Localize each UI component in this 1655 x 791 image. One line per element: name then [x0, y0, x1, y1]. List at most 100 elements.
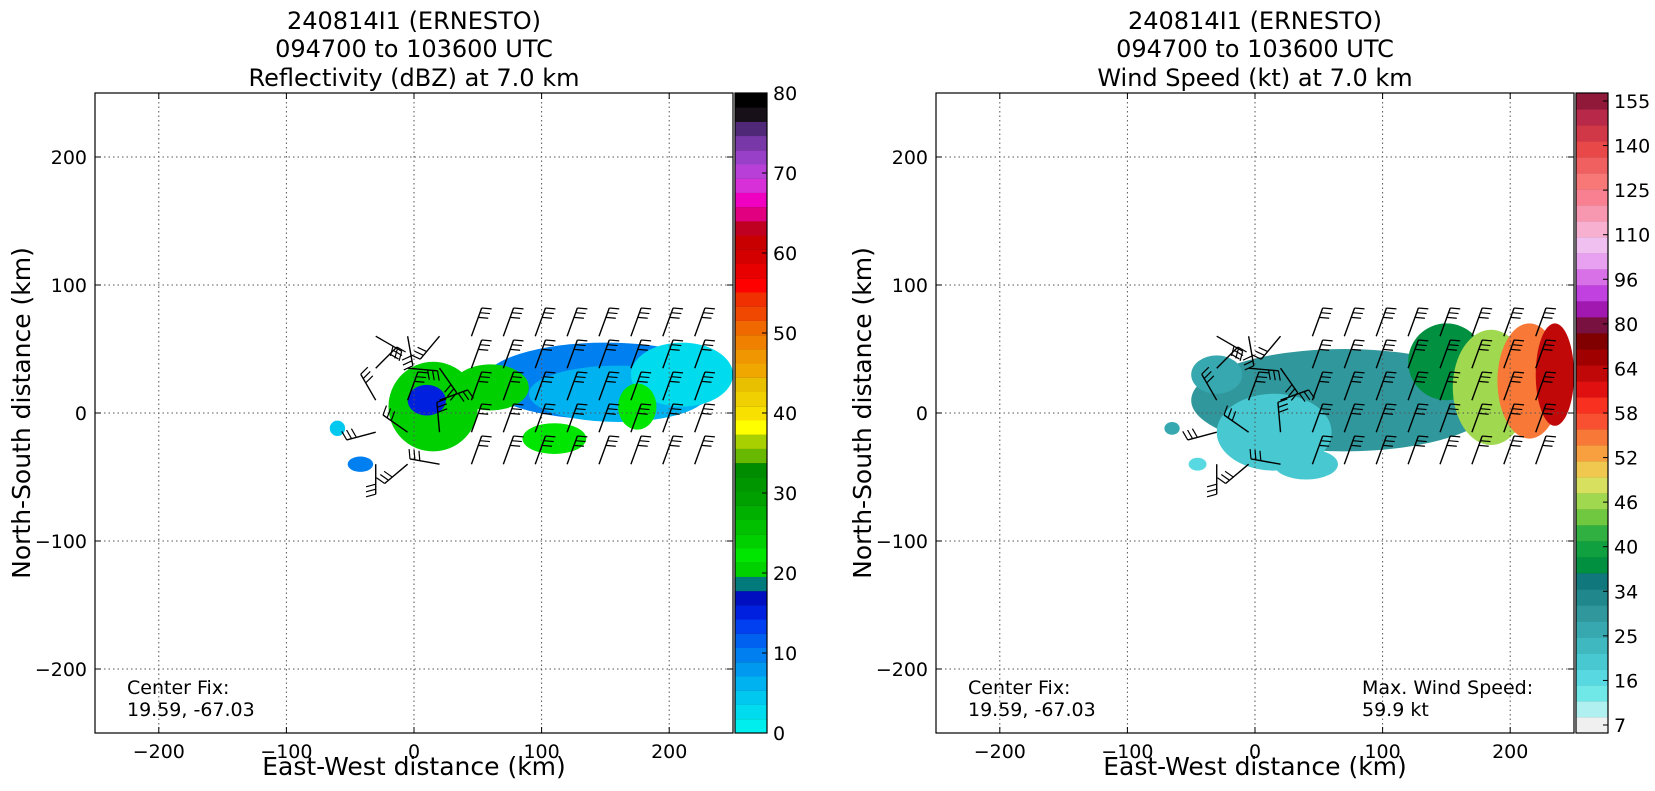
right-colorbar-segment — [1576, 253, 1608, 270]
left-wind-barb-flag — [577, 371, 588, 374]
right-wind-barb-flag — [1384, 312, 1395, 315]
right-wind-barb-flag — [1354, 371, 1365, 374]
right-wind-barb-flag — [1450, 307, 1461, 310]
left-colorbar-segment — [735, 235, 767, 250]
right-wind-barb-flag — [1319, 380, 1330, 383]
right-wind-barb-flag — [1414, 444, 1425, 447]
right-wind-barb-flag — [1480, 376, 1491, 379]
right-title: 240814I1 (ERNESTO) 094700 to 103600 UTC … — [1097, 7, 1412, 92]
left-field-patch — [522, 423, 587, 454]
right-wind-barb-flag — [1319, 412, 1330, 415]
right-wind-barb-flag — [1285, 384, 1293, 393]
left-wind-barb-flag — [390, 411, 396, 421]
right-colorbar-segment — [1576, 573, 1608, 590]
right-wind-barb-flag — [1320, 312, 1331, 315]
left-wind-barb-flag — [573, 380, 584, 383]
left-colorbar-label: 30 — [773, 483, 797, 505]
left-wind-barb-flag — [605, 348, 616, 351]
left-wind-barb-flag — [609, 371, 620, 374]
right-colorbar-segment — [1576, 237, 1608, 254]
left-colorbar-segment — [735, 718, 767, 734]
right-wind-barb-flag — [1351, 444, 1362, 447]
right-wind-barb-flag — [1384, 344, 1395, 347]
right-wind-barb-flag — [1203, 371, 1212, 379]
right-colorbar-segment — [1576, 269, 1608, 286]
right-max-wind-value: 59.9 kt — [1362, 699, 1429, 721]
right-wind-barb-flag — [1298, 393, 1306, 402]
right-wind-barb-flag — [1352, 376, 1363, 379]
left-wind-barb-flag — [637, 380, 648, 383]
right-wind-barb-flag — [1351, 348, 1362, 351]
left-wind-barb-flag — [449, 392, 458, 401]
left-colorbar-segment — [735, 676, 767, 691]
right-wind-barb-flag — [1244, 365, 1255, 371]
right-wind-barb-flag — [1352, 440, 1363, 443]
right-wind-barb-flag — [1418, 403, 1429, 406]
right-wind-barb-flag — [1446, 316, 1457, 319]
left-wind-barb-flag — [573, 412, 584, 415]
left-wind-barb-flag — [637, 412, 648, 415]
left-wind-barb-flag — [639, 408, 650, 411]
left-wind-barb-flag — [542, 316, 553, 319]
right-wind-barb — [1223, 414, 1250, 433]
left-colorbar-segment — [735, 633, 767, 649]
left-colorbar-segment — [735, 320, 767, 336]
left-wind-barb-flag — [511, 344, 522, 347]
right-wind-barb-flag — [1544, 344, 1555, 347]
right-colorbar-segment — [1576, 317, 1608, 334]
left-wind-barb-flag — [511, 440, 522, 443]
right-colorbar-segment — [1576, 541, 1608, 558]
left-wind-barb-flag — [413, 449, 416, 460]
right-colorbar-segment — [1576, 525, 1608, 542]
left-wind-barb-flag — [481, 339, 492, 342]
left-wind-barb-flag — [637, 316, 648, 319]
right-wind-barb-flag — [1450, 435, 1461, 438]
left-colorbar-segment — [735, 149, 767, 165]
left-wind-barb-flag — [513, 403, 524, 406]
left-wind-barb-flag — [607, 344, 618, 347]
left-wind-barb-flag — [673, 339, 684, 342]
left-wind-barb-flag — [545, 307, 556, 310]
right-max-wind-label: Max. Wind Speed: — [1362, 677, 1533, 699]
right-wind-barb-flag — [1416, 376, 1427, 379]
left-wind-barb-flag — [479, 440, 490, 443]
left-wind-barb-flag — [437, 403, 447, 408]
right-wind-barb-flag — [1383, 348, 1394, 351]
left-wind-barb-flag — [673, 371, 684, 374]
right-center-fix-label: Center Fix: — [968, 677, 1070, 699]
right-colorbar-segment — [1576, 397, 1608, 414]
right-colorbar-segment — [1576, 301, 1608, 318]
right-wind-barb — [1225, 463, 1250, 485]
left-colorbar-segment — [735, 221, 767, 236]
right-wind-barb-flag — [1322, 403, 1333, 406]
left-xtick-label: −200 — [133, 741, 185, 763]
right-wind-barb-flag — [1386, 371, 1397, 374]
left-wind-barb-flag — [701, 316, 712, 319]
left-wind-barb-flag — [639, 312, 650, 315]
left-colorbar-segment — [735, 164, 767, 179]
right-wind-barb-flag — [1510, 380, 1521, 383]
left-wind-barb-flag — [609, 403, 620, 406]
left-wind-barb-flag — [417, 346, 427, 353]
right-wind-barb-flag — [1322, 339, 1333, 342]
left-colorbar-segment — [735, 420, 767, 435]
left-wind-barb-flag — [605, 380, 616, 383]
right-colorbar-label: 64 — [1614, 358, 1638, 380]
left-ytick-label: −200 — [35, 659, 87, 681]
right-colorbar-segment — [1576, 701, 1608, 718]
right-colorbar-segment — [1576, 477, 1608, 494]
right-wind-barb-flag — [1414, 380, 1425, 383]
right-colorbar-label: 40 — [1614, 537, 1638, 559]
right-colorbar-segment — [1576, 637, 1608, 654]
right-wind-barb-flag — [1255, 380, 1266, 383]
right-center-fix-value: 19.59, -67.03 — [968, 699, 1096, 721]
left-colorbar-segment — [735, 334, 767, 350]
right-colorbar-segment — [1576, 621, 1608, 638]
right-colorbar-label: 58 — [1614, 403, 1638, 425]
left-wind-barb-flag — [360, 366, 369, 375]
left-wind-barb-flag — [605, 412, 616, 415]
left-colorbar-segment — [735, 391, 767, 407]
left-wind-barb-flag — [704, 307, 715, 310]
right-wind-barb-flag — [1542, 444, 1553, 447]
right-wind-barb-flag — [1319, 316, 1330, 319]
